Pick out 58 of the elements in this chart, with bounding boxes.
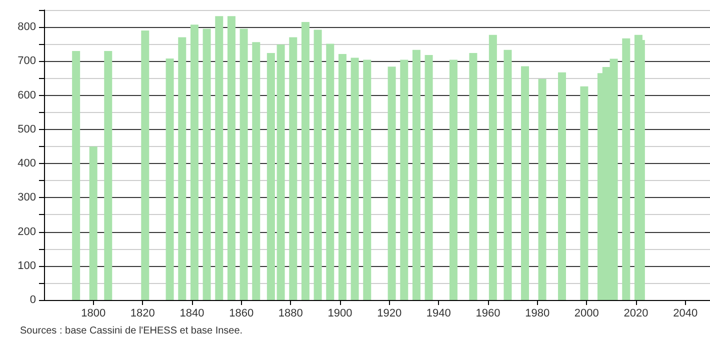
bar — [338, 54, 346, 300]
x-tick-label: 1960 — [476, 308, 500, 320]
bar — [412, 50, 420, 300]
x-tick-label: 1980 — [525, 308, 550, 320]
bar — [634, 34, 642, 300]
y-tick-label: 500 — [18, 123, 36, 136]
x-tick-label: 2040 — [673, 308, 698, 320]
bar — [326, 44, 334, 300]
bar — [314, 30, 322, 300]
bar — [190, 24, 198, 300]
bar — [178, 37, 186, 300]
x-tick-label: 1900 — [328, 308, 352, 320]
bar — [166, 58, 174, 300]
bar — [388, 66, 396, 300]
bar — [424, 55, 433, 300]
y-tick-label: 600 — [18, 89, 36, 102]
bar — [469, 52, 478, 300]
x-tick-label: 2020 — [624, 308, 648, 320]
x-tick-label: 1880 — [278, 308, 303, 320]
bar — [622, 38, 630, 300]
x-tick-label: 1940 — [426, 308, 451, 320]
bar — [104, 50, 112, 300]
bar — [350, 58, 359, 300]
bar — [266, 52, 275, 300]
y-tick-label: 300 — [18, 192, 36, 204]
x-tick-label: 1820 — [130, 308, 155, 320]
bar — [202, 28, 211, 300]
bar — [252, 42, 260, 300]
bar — [363, 60, 372, 300]
bar — [488, 34, 497, 300]
bar — [72, 50, 80, 300]
bar — [89, 146, 98, 300]
bar — [301, 22, 310, 300]
bar — [449, 60, 458, 300]
x-tick-label: 2000 — [574, 308, 599, 320]
bar — [521, 66, 529, 300]
bar — [215, 16, 224, 300]
bar — [538, 78, 546, 300]
bar — [558, 72, 566, 300]
y-tick-label: 0 — [30, 294, 36, 306]
x-tick-label: 1920 — [377, 308, 402, 320]
bar — [141, 30, 150, 300]
y-tick-label: 800 — [18, 21, 36, 34]
x-tick-label: 1860 — [229, 308, 254, 320]
bar — [227, 16, 236, 300]
y-tick-label: 400 — [18, 158, 36, 170]
y-tick-label: 200 — [18, 226, 36, 238]
bar — [580, 86, 588, 300]
bar — [400, 60, 408, 300]
bar — [240, 28, 248, 300]
bar — [504, 50, 512, 300]
y-tick-label: 100 — [18, 260, 36, 272]
x-tick-label: 1840 — [180, 308, 204, 320]
bar — [289, 37, 298, 300]
y-tick-label: 700 — [18, 55, 36, 68]
source-note: Sources : base Cassini de l'EHESS et base Insee. — [20, 326, 243, 336]
bar — [276, 44, 285, 300]
x-tick-label: 1800 — [81, 308, 106, 320]
